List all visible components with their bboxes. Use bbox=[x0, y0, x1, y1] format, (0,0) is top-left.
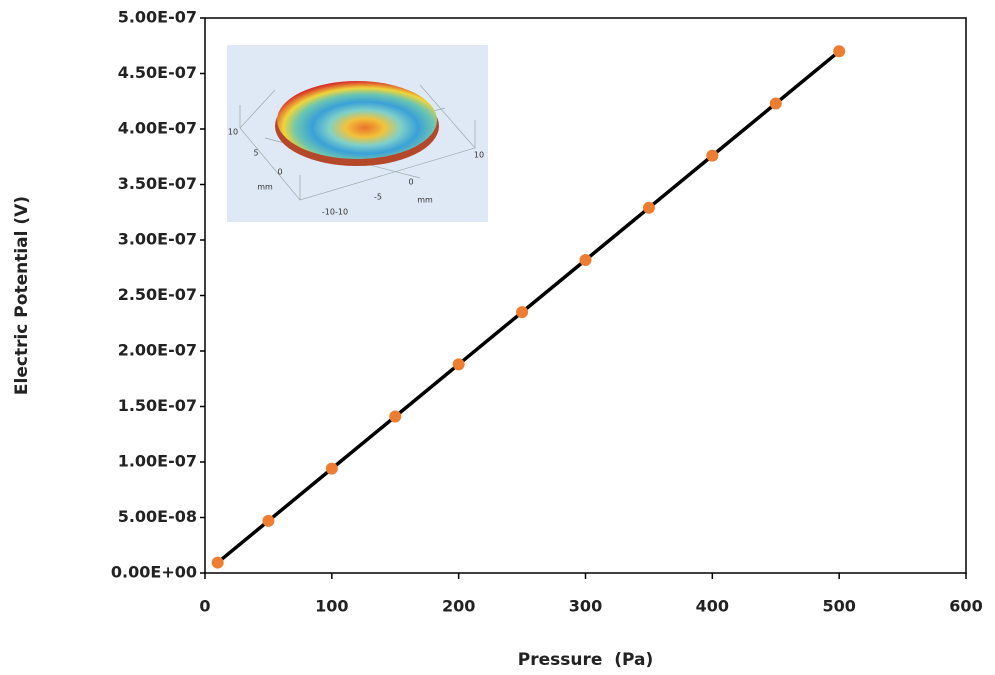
inset-label: -5 bbox=[374, 193, 382, 202]
data-point bbox=[325, 462, 338, 475]
x-tick-label: 300 bbox=[569, 597, 602, 616]
y-tick-label: 4.50E-07 bbox=[118, 63, 197, 82]
y-axis-title: Electric Potential (V) bbox=[12, 196, 32, 395]
data-point bbox=[389, 410, 402, 423]
y-tick-label: 0.00E+00 bbox=[111, 563, 197, 582]
inset-image bbox=[227, 45, 488, 222]
inset-label: -10-10 bbox=[322, 208, 348, 217]
data-point bbox=[579, 253, 592, 266]
y-tick-label: 5.00E-08 bbox=[118, 507, 197, 526]
inset-label: 10 bbox=[474, 151, 484, 160]
data-point bbox=[452, 358, 465, 371]
data-point bbox=[706, 149, 719, 162]
y-tick-label: 3.50E-07 bbox=[118, 174, 197, 193]
y-tick-label: 2.00E-07 bbox=[118, 341, 197, 360]
y-tick-label: 4.00E-07 bbox=[118, 119, 197, 138]
inset-label: 10 bbox=[228, 128, 238, 137]
y-tick-label: 1.00E-07 bbox=[118, 452, 197, 471]
inset-label: 0 bbox=[408, 178, 413, 187]
inset-label: mm bbox=[257, 183, 273, 192]
x-tick-label: 200 bbox=[442, 597, 475, 616]
inset-label: 5 bbox=[253, 149, 258, 158]
x-tick-label: 100 bbox=[315, 597, 348, 616]
data-point bbox=[833, 45, 846, 58]
y-tick-label: 3.00E-07 bbox=[118, 230, 197, 249]
inset-label: 0 bbox=[277, 168, 282, 177]
data-point bbox=[211, 556, 224, 569]
x-tick-label: 400 bbox=[696, 597, 729, 616]
x-tick-label: 600 bbox=[949, 597, 982, 616]
inset-label: mm bbox=[417, 196, 433, 205]
data-point bbox=[642, 201, 655, 214]
x-tick-label: 500 bbox=[822, 597, 855, 616]
y-tick-label: 2.50E-07 bbox=[118, 285, 197, 304]
data-point bbox=[262, 514, 275, 527]
x-axis-title: Pressure (Pa) bbox=[518, 650, 653, 670]
data-point bbox=[769, 97, 782, 110]
y-tick-label: 5.00E-07 bbox=[118, 8, 197, 27]
data-point bbox=[516, 306, 529, 319]
x-tick-label: 0 bbox=[199, 597, 210, 616]
y-tick-label: 1.50E-07 bbox=[118, 396, 197, 415]
